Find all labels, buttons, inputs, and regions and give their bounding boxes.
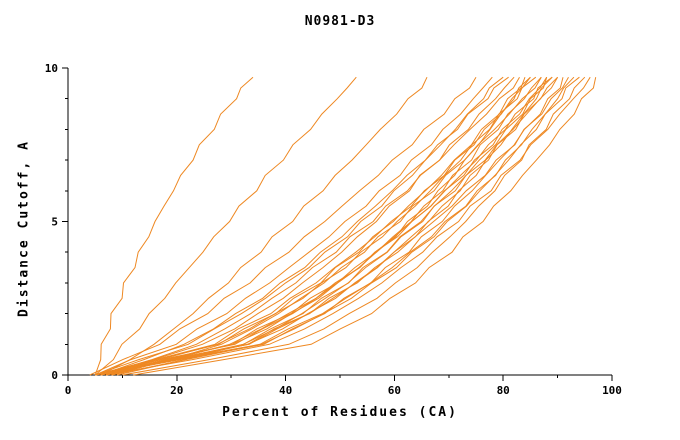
series-curve-model-15	[111, 76, 542, 376]
x-tick-label: 60	[388, 384, 401, 397]
series-curve-model-24	[100, 76, 575, 376]
series-curve-model-25	[111, 76, 580, 376]
series-curve-model-03	[100, 76, 428, 376]
x-axis-label: Percent of Residues (CA)	[222, 405, 458, 420]
series-curve-model-09	[100, 76, 520, 376]
series-curve-model-02	[94, 76, 357, 376]
y-tick-label: 5	[51, 216, 58, 229]
series-curve-model-08	[95, 76, 515, 376]
y-tick-label: 0	[51, 369, 58, 382]
series-curve-model-07	[100, 76, 509, 376]
y-axis-label: Distance Cutoff, A	[16, 140, 32, 317]
series-curve-model-27	[106, 76, 591, 376]
series-curve-model-23	[105, 76, 569, 376]
series-curve-model-12	[95, 76, 531, 376]
series-curve-model-01	[94, 76, 254, 376]
x-tick-label: 0	[65, 384, 72, 397]
series-curve-model-21	[116, 76, 559, 376]
series-curve-model-06	[95, 76, 504, 376]
x-tick-label: 100	[602, 384, 622, 397]
series-curve-model-28	[133, 77, 597, 376]
series-curve-model-20	[100, 76, 558, 376]
series-curve-model-18	[95, 76, 553, 376]
chart-title: N0981-D3	[304, 14, 376, 29]
x-tick-label: 40	[279, 384, 292, 397]
x-tick-label: 80	[497, 384, 510, 397]
series-curve-model-05	[95, 76, 493, 376]
series-curve-model-10	[95, 77, 526, 376]
series-curve-model-19	[111, 76, 553, 376]
y-tick-label: 10	[45, 62, 58, 75]
x-tick-label: 20	[170, 384, 183, 397]
series-curve-model-26	[122, 76, 586, 376]
series-curve-model-04	[89, 76, 477, 376]
series-curve-model-16	[100, 77, 548, 376]
series-curve-model-13	[100, 76, 537, 376]
